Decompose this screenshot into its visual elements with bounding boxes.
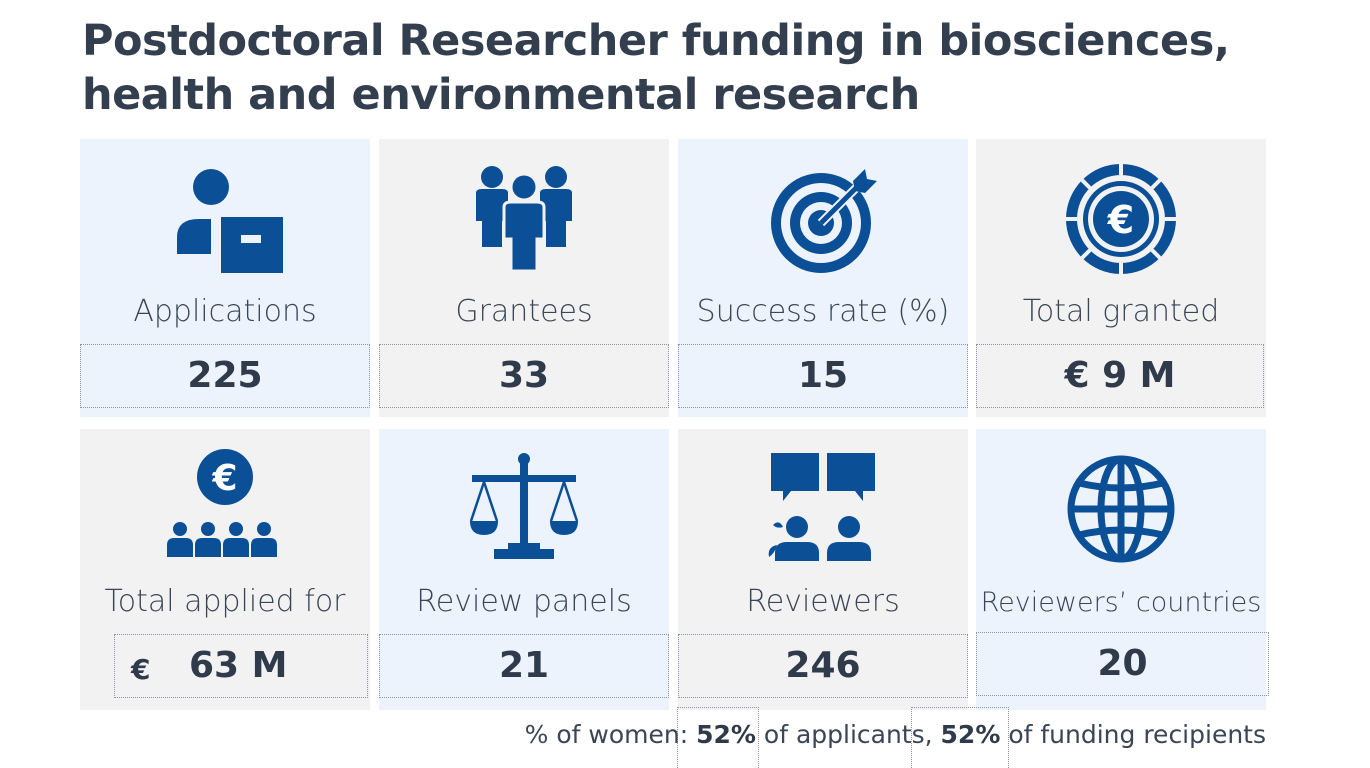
tile-review-panels: Review panels 21 (379, 429, 669, 710)
tile-success-rate: Success rate (%) 15 (678, 139, 968, 417)
euro-people-icon: € (165, 449, 285, 569)
page-title: Postdoctoral Researcher funding in biosc… (82, 16, 1230, 120)
applicant-icon (165, 159, 285, 279)
tile-total-granted: € Total granted € 9 M (976, 139, 1266, 417)
footer-applicants-text: of applicants, (755, 720, 941, 749)
svg-text:€: € (211, 458, 237, 499)
tile-value: € 9 M (976, 344, 1264, 408)
tile-value: 225 (80, 344, 370, 408)
tile-reviewers-countries: Reviewers’ countries 20 (976, 429, 1269, 710)
tile-reviewers: Reviewers 246 (678, 429, 968, 710)
footer-box-applicants (677, 707, 759, 768)
people-group-icon (464, 159, 584, 279)
footer-recipients-text: of funding recipients (1000, 720, 1266, 749)
tile-value: 63 M (189, 645, 288, 686)
tile-grantees: Grantees 33 (379, 139, 669, 417)
footer-prefix: % of women: (524, 720, 697, 749)
footer-women-stats: % of women: 52% of applicants, 52% of fu… (525, 720, 1266, 749)
tile-value: 246 (678, 634, 968, 698)
discussion-icon (763, 449, 883, 569)
tile-label: Reviewers (746, 584, 900, 619)
tile-label: Grantees (455, 294, 593, 329)
tile-value: 33 (379, 344, 669, 408)
globe-icon (1061, 449, 1181, 569)
footer-box-recipients (911, 707, 1009, 768)
tile-label: Reviewers’ countries (980, 587, 1262, 618)
tile-applications: Applications 225 (80, 139, 370, 417)
target-icon (763, 159, 883, 279)
tile-value: 20 (976, 632, 1269, 696)
tile-total-applied: € Total applied for € 63 M (80, 429, 370, 710)
tile-value: 15 (678, 344, 968, 408)
footer-recipients-pct: 52% (940, 720, 1001, 749)
scales-icon (464, 449, 584, 569)
tile-label: Applications (133, 294, 317, 329)
tile-label: Success rate (%) (696, 294, 950, 329)
tile-value: 21 (379, 634, 669, 698)
euro-coin-icon: € (1061, 159, 1181, 279)
tile-label: Review panels (416, 584, 632, 619)
tile-label: Total granted (1022, 294, 1220, 329)
svg-text:€: € (1107, 198, 1134, 242)
currency-symbol: € (131, 653, 151, 686)
footer-applicants-pct: 52% (696, 720, 756, 749)
tile-label: Total applied for (104, 584, 346, 619)
tile-value-box: € 63 M (114, 634, 368, 698)
